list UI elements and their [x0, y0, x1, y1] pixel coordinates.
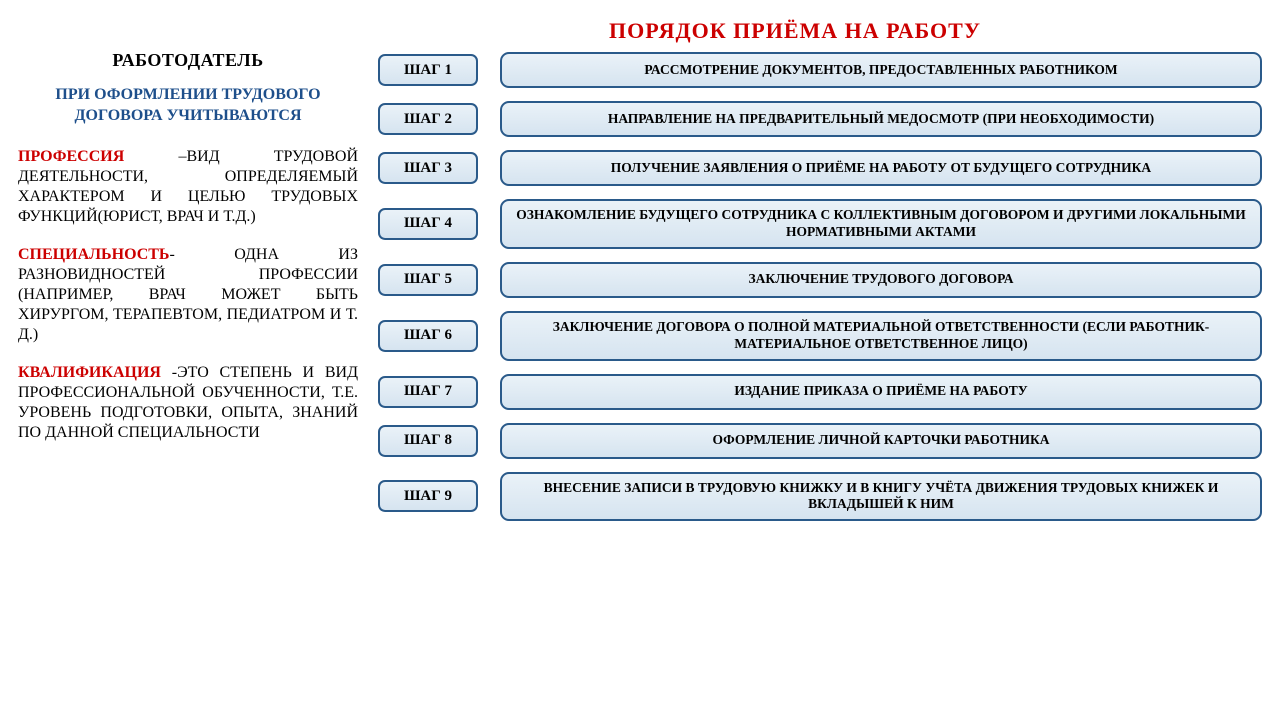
step-desc: ВНЕСЕНИЕ ЗАПИСИ В ТРУДОВУЮ КНИЖКУ И В КН… [500, 472, 1262, 522]
step-label: ШАГ 4 [378, 208, 478, 240]
step-row: ШАГ 6 ЗАКЛЮЧЕНИЕ ДОГОВОРА О ПОЛНОЙ МАТЕР… [378, 311, 1262, 361]
step-label: ШАГ 5 [378, 264, 478, 296]
step-desc: НАПРАВЛЕНИЕ НА ПРЕДВАРИТЕЛЬНЫЙ МЕДОСМОТР… [500, 101, 1262, 137]
definition-specialty: СПЕЦИАЛЬНОСТЬ- ОДНА ИЗ РАЗНОВИДНОСТЕЙ ПР… [18, 245, 358, 345]
steps-panel: ШАГ 1 РАССМОТРЕНИЕ ДОКУМЕНТОВ, ПРЕДОСТАВ… [378, 52, 1262, 534]
employer-heading: РАБОТОДАТЕЛЬ [18, 50, 358, 71]
step-label: ШАГ 8 [378, 425, 478, 457]
page-title: ПОРЯДОК ПРИЁМА НА РАБОТУ [310, 0, 1280, 52]
step-label: ШАГ 1 [378, 54, 478, 86]
content: РАБОТОДАТЕЛЬ ПРИ ОФОРМЛЕНИИ ТРУДОВОГО ДО… [0, 52, 1280, 534]
step-label: ШАГ 7 [378, 376, 478, 408]
step-row: ШАГ 3 ПОЛУЧЕНИЕ ЗАЯВЛЕНИЯ О ПРИЁМЕ НА РА… [378, 150, 1262, 186]
subheading: ПРИ ОФОРМЛЕНИИ ТРУДОВОГО ДОГОВОРА УЧИТЫВ… [18, 85, 358, 127]
step-row: ШАГ 9 ВНЕСЕНИЕ ЗАПИСИ В ТРУДОВУЮ КНИЖКУ … [378, 472, 1262, 522]
step-row: ШАГ 4 ОЗНАКОМЛЕНИЕ БУДУЩЕГО СОТРУДНИКА С… [378, 199, 1262, 249]
definition-term: КВАЛИФИКАЦИЯ [18, 364, 161, 381]
step-row: ШАГ 1 РАССМОТРЕНИЕ ДОКУМЕНТОВ, ПРЕДОСТАВ… [378, 52, 1262, 88]
definition-term: ПРОФЕССИЯ [18, 148, 124, 165]
step-row: ШАГ 8 ОФОРМЛЕНИЕ ЛИЧНОЙ КАРТОЧКИ РАБОТНИ… [378, 423, 1262, 459]
step-desc: ПОЛУЧЕНИЕ ЗАЯВЛЕНИЯ О ПРИЁМЕ НА РАБОТУ О… [500, 150, 1262, 186]
step-label: ШАГ 2 [378, 103, 478, 135]
step-desc: ЗАКЛЮЧЕНИЕ ТРУДОВОГО ДОГОВОРА [500, 262, 1262, 298]
step-desc: ОЗНАКОМЛЕНИЕ БУДУЩЕГО СОТРУДНИКА С КОЛЛЕ… [500, 199, 1262, 249]
definition-qualification: КВАЛИФИКАЦИЯ -ЭТО СТЕПЕНЬ И ВИД ПРОФЕССИ… [18, 363, 358, 443]
definition-profession: ПРОФЕССИЯ –ВИД ТРУДОВОЙ ДЕЯТЕЛЬНОСТИ, ОП… [18, 147, 358, 227]
step-row: ШАГ 7 ИЗДАНИЕ ПРИКАЗА О ПРИЁМЕ НА РАБОТУ [378, 374, 1262, 410]
step-label: ШАГ 6 [378, 320, 478, 352]
step-desc: ИЗДАНИЕ ПРИКАЗА О ПРИЁМЕ НА РАБОТУ [500, 374, 1262, 410]
definition-term: СПЕЦИАЛЬНОСТЬ [18, 246, 170, 263]
step-label: ШАГ 9 [378, 480, 478, 512]
step-row: ШАГ 5 ЗАКЛЮЧЕНИЕ ТРУДОВОГО ДОГОВОРА [378, 262, 1262, 298]
step-label: ШАГ 3 [378, 152, 478, 184]
step-desc: ОФОРМЛЕНИЕ ЛИЧНОЙ КАРТОЧКИ РАБОТНИКА [500, 423, 1262, 459]
step-desc: РАССМОТРЕНИЕ ДОКУМЕНТОВ, ПРЕДОСТАВЛЕННЫХ… [500, 52, 1262, 88]
left-panel: РАБОТОДАТЕЛЬ ПРИ ОФОРМЛЕНИИ ТРУДОВОГО ДО… [18, 52, 378, 534]
step-row: ШАГ 2 НАПРАВЛЕНИЕ НА ПРЕДВАРИТЕЛЬНЫЙ МЕД… [378, 101, 1262, 137]
step-desc: ЗАКЛЮЧЕНИЕ ДОГОВОРА О ПОЛНОЙ МАТЕРИАЛЬНО… [500, 311, 1262, 361]
